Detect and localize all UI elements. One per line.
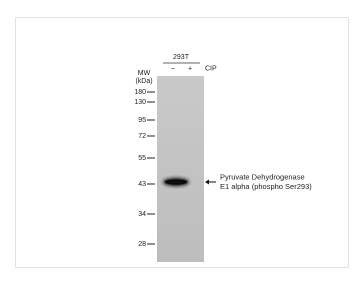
marker-label: 72 [138,133,146,140]
mw-label: (kDa) [135,78,152,85]
blot-membrane [157,76,204,262]
marker-label: 180 [134,89,146,96]
marker-label: 95 [138,117,146,124]
marker-label: 34 [138,211,146,218]
mw-label: MW [138,70,151,77]
figure: 293T – + CIP MW (kDa) 180 130 95 72 55 43 34 28… [0,0,363,277]
target-label: E1 alpha (phospho Ser293) [220,182,312,191]
page: {"header": {"cell_line": "293T", "lanes"… [0,0,363,277]
target-label: Pyruvate Dehydrogenase [220,172,305,181]
marker-label: 28 [138,241,146,248]
lane-label: + [188,65,192,72]
cell-line: 293T [173,54,190,61]
band-core [165,179,187,185]
marker-label: 43 [138,181,146,188]
marker-label: 130 [134,99,146,106]
marker-label: 55 [138,155,146,162]
treatment-label: CIP [205,65,217,72]
lane-label: – [171,65,175,72]
